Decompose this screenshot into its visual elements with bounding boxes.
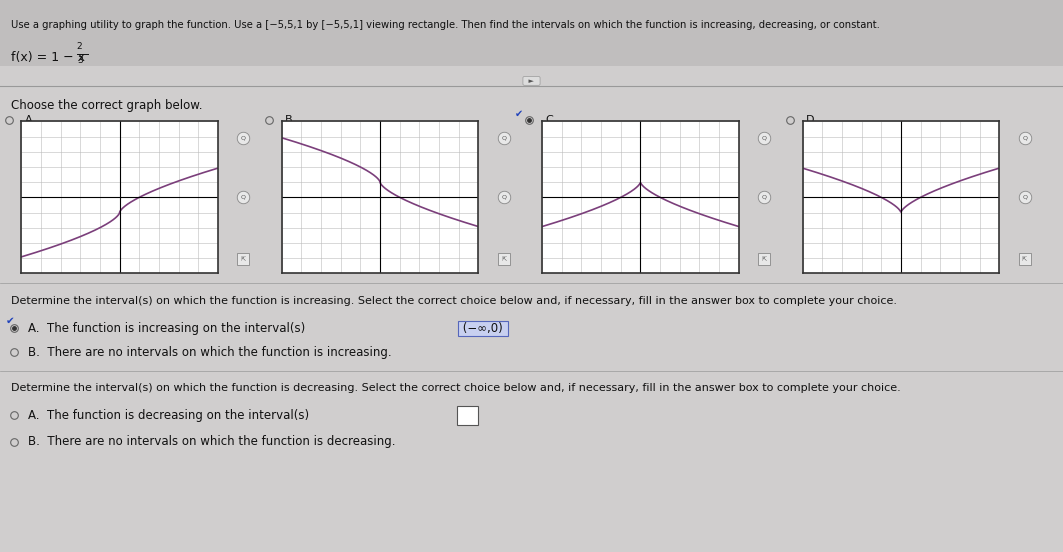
- Text: Q: Q: [241, 135, 246, 141]
- Text: Use a graphing utility to graph the function. Use a [−5,5,1 by [−5,5,1] viewing : Use a graphing utility to graph the func…: [11, 20, 879, 30]
- Text: Determine the interval(s) on which the function is decreasing. Select the correc: Determine the interval(s) on which the f…: [11, 383, 900, 392]
- Text: D.: D.: [806, 115, 817, 125]
- Text: Q: Q: [241, 195, 246, 200]
- Text: Q: Q: [762, 195, 766, 200]
- Text: ✔: ✔: [514, 109, 523, 119]
- FancyBboxPatch shape: [0, 0, 1063, 66]
- Text: Q: Q: [502, 135, 506, 141]
- Text: Q: Q: [502, 195, 506, 200]
- Text: A.: A.: [24, 115, 35, 125]
- Text: Q: Q: [1023, 195, 1027, 200]
- Text: ⇱: ⇱: [762, 257, 766, 262]
- Text: ✔: ✔: [5, 316, 14, 326]
- Text: 3: 3: [78, 56, 83, 65]
- Text: Determine the interval(s) on which the function is increasing. Select the correc: Determine the interval(s) on which the f…: [11, 296, 896, 306]
- Text: Choose the correct graph below.: Choose the correct graph below.: [11, 99, 202, 113]
- Text: B.  There are no intervals on which the function is decreasing.: B. There are no intervals on which the f…: [28, 435, 395, 448]
- Text: Q: Q: [762, 135, 766, 141]
- Text: C.: C.: [545, 115, 557, 125]
- Text: B.  There are no intervals on which the function is increasing.: B. There are no intervals on which the f…: [28, 346, 391, 359]
- Text: ►: ►: [524, 78, 539, 84]
- Text: ⇱: ⇱: [241, 257, 246, 262]
- Text: B.: B.: [285, 115, 297, 125]
- Text: f(x) = 1 − x: f(x) = 1 − x: [11, 51, 85, 65]
- Text: A.  The function is increasing on the interval(s): A. The function is increasing on the int…: [28, 322, 305, 335]
- Text: ⇱: ⇱: [1023, 257, 1027, 262]
- Text: ⇱: ⇱: [502, 257, 506, 262]
- Text: (−∞,0): (−∞,0): [459, 322, 507, 335]
- Text: 2: 2: [77, 42, 82, 51]
- Text: Q: Q: [1023, 135, 1027, 141]
- Text: A.  The function is decreasing on the interval(s): A. The function is decreasing on the int…: [28, 408, 308, 422]
